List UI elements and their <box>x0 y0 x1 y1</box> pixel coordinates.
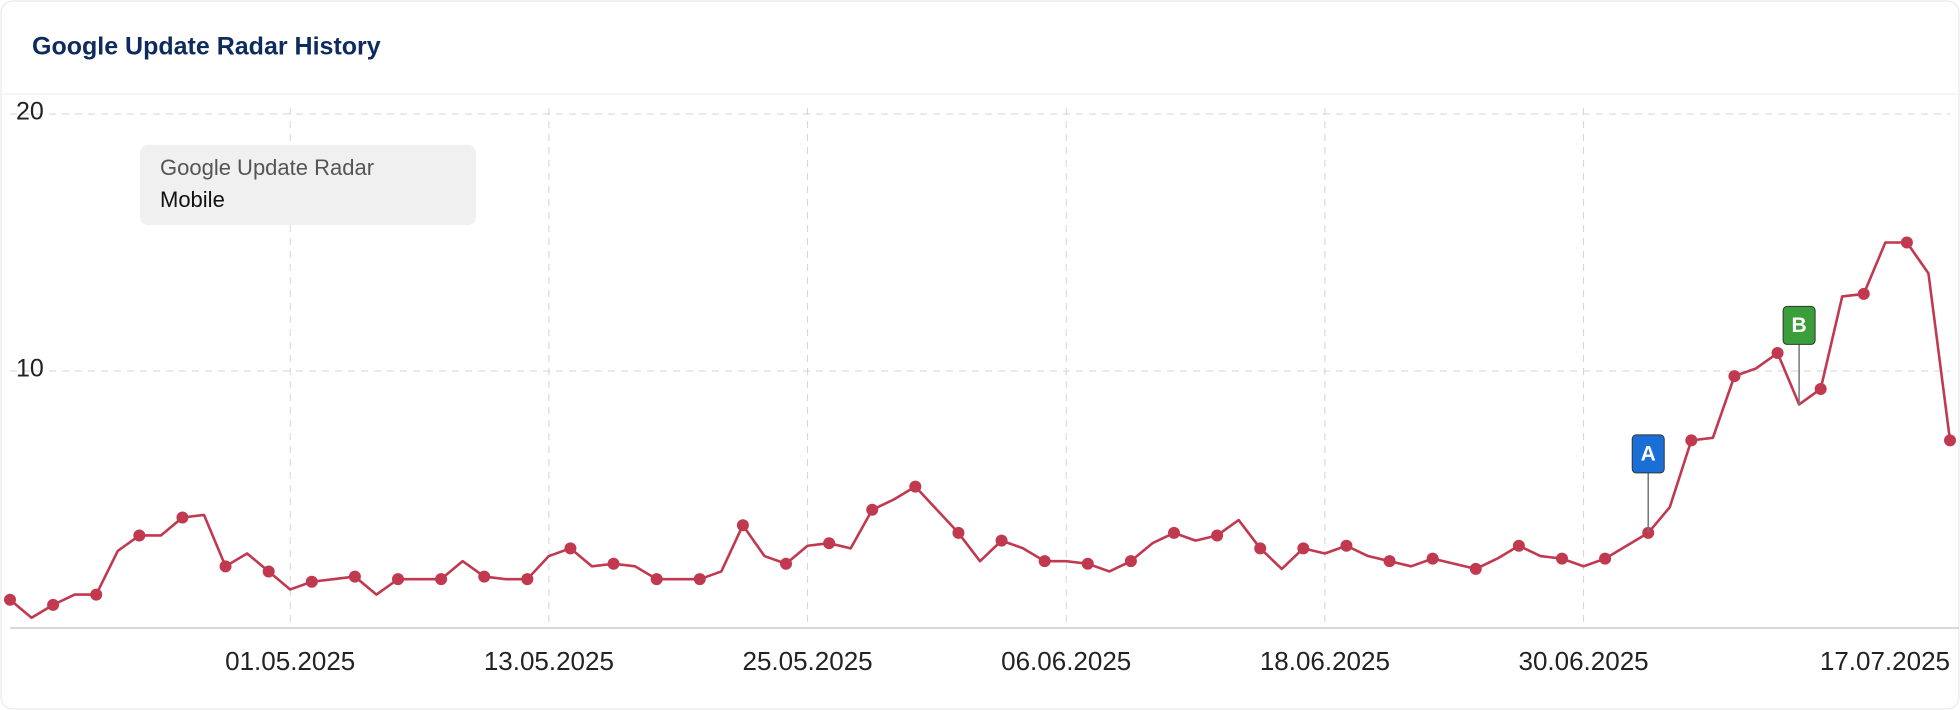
series-line <box>9 241 1952 620</box>
data-point <box>1297 542 1310 555</box>
y-tick-label: 20 <box>16 98 44 126</box>
data-point <box>1857 287 1870 300</box>
data-point <box>866 503 879 516</box>
data-point <box>1081 557 1094 570</box>
data-point <box>133 529 146 542</box>
data-point <box>780 557 792 570</box>
data-point <box>305 575 318 588</box>
data-point <box>435 573 448 586</box>
legend-title: Google Update Radar <box>160 155 374 180</box>
data-point <box>823 537 836 550</box>
data-point <box>1556 552 1568 565</box>
x-tick-label: 30.06.2025 <box>1518 646 1648 676</box>
data-point <box>1426 552 1439 565</box>
data-point <box>1728 370 1741 383</box>
marker-label: B <box>1792 314 1807 337</box>
data-point <box>478 570 491 583</box>
data-point <box>1900 236 1913 249</box>
data-point <box>90 588 103 601</box>
x-tick-label: 13.05.2025 <box>484 646 614 676</box>
data-point <box>262 565 275 578</box>
data-point <box>564 542 577 555</box>
data-point <box>4 593 16 606</box>
x-tick-label: 18.06.2025 <box>1260 646 1390 676</box>
data-point <box>348 570 361 583</box>
x-tick-label: 01.05.2025 <box>225 646 355 676</box>
marker-flag <box>1782 305 1816 345</box>
data-point <box>392 573 404 586</box>
data-point <box>1168 526 1180 539</box>
data-point <box>1383 555 1396 568</box>
data-point <box>607 557 620 570</box>
data-point <box>176 511 189 524</box>
data-point <box>1599 552 1612 565</box>
x-tick-label: 17.07.2025 <box>1820 646 1950 676</box>
data-point <box>952 526 965 539</box>
data-point <box>995 534 1008 547</box>
data-point <box>1254 542 1267 555</box>
data-point <box>1038 555 1051 568</box>
marker-flag <box>1631 434 1665 474</box>
x-tick-label: 25.05.2025 <box>742 646 872 676</box>
legend-entry: Mobile <box>160 187 225 212</box>
x-tick-label: 06.06.2025 <box>1001 646 1131 676</box>
data-point <box>1124 555 1137 568</box>
data-point <box>693 573 706 586</box>
data-point <box>909 480 922 493</box>
chart-title: Google Update Radar History <box>32 33 381 61</box>
data-point <box>1944 434 1956 447</box>
data-point <box>1340 539 1353 552</box>
data-point <box>1469 562 1482 575</box>
y-tick-label: 10 <box>16 355 44 383</box>
data-point <box>521 573 534 586</box>
data-point <box>1814 382 1827 395</box>
data-point <box>47 598 60 611</box>
marker-label: A <box>1641 442 1656 465</box>
legend <box>140 145 476 225</box>
data-point <box>219 560 232 573</box>
data-point <box>1211 529 1224 542</box>
data-point <box>650 573 663 586</box>
data-point <box>736 519 749 532</box>
data-point <box>1685 434 1698 447</box>
data-point <box>1771 347 1784 360</box>
data-point <box>1512 539 1525 552</box>
